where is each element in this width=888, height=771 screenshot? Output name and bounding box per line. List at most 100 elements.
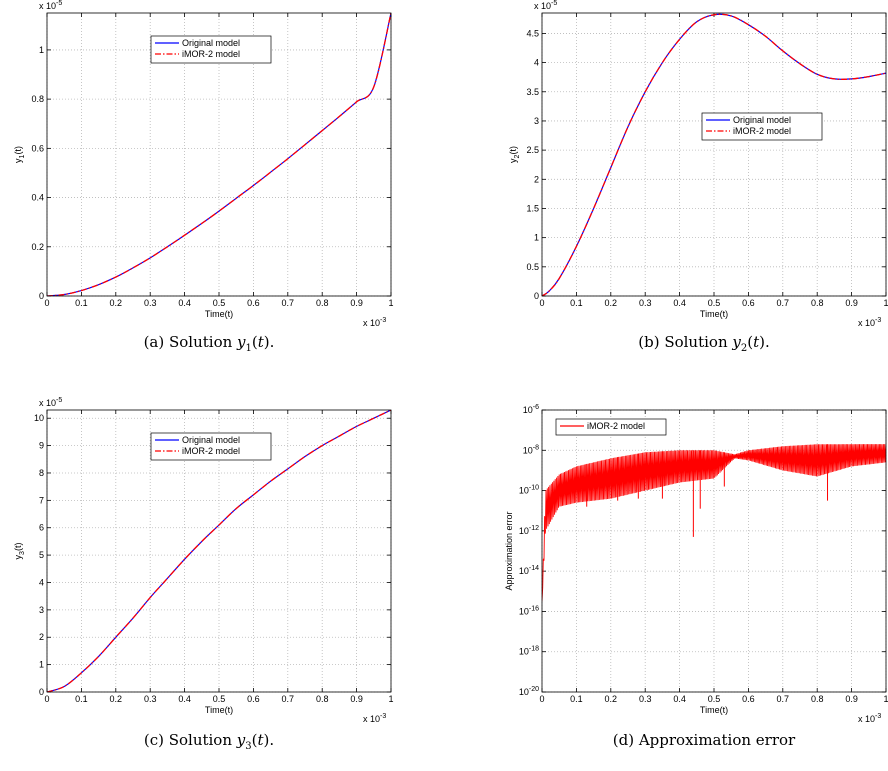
x-axis-multiplier: x 10-3 [363, 713, 386, 724]
y-tick-label: 2 [39, 632, 44, 642]
y-tick-label: 2.5 [526, 145, 539, 155]
series-group [542, 444, 886, 602]
chart-panel-4: 0 0.1 0.2 0.3 0.4 0.5 0.6 0.7 0.8 0.9 1 10-6 10-8 10-… [504, 404, 888, 749]
y-tick-label: 10-18 [519, 646, 539, 657]
y-tick-label: 3 [39, 605, 44, 615]
legend-box [150, 432, 272, 461]
subfigure-caption: (c) Solution y3(t). [144, 731, 274, 752]
chart-panel-1: 0 0.1 0.2 0.3 0.4 0.5 0.6 0.7 0.8 0.9 1 0 0.2 0.4 0.6 0… [13, 0, 394, 354]
y-tick-label: 0 [534, 291, 539, 301]
x-tick-label: 0.7 [282, 298, 295, 308]
y-tick-label: 10 [34, 413, 44, 423]
x-tick-label: 1 [883, 298, 888, 308]
x-tick-label: 1 [388, 298, 393, 308]
y-tick-label: 9 [39, 441, 44, 451]
y-tick-label: 0.4 [31, 193, 44, 203]
legend-label: Original model [182, 38, 240, 48]
x-tick-label: 0.4 [673, 298, 686, 308]
y-tick-label: 1.5 [526, 203, 539, 213]
x-tick-label: 0.2 [605, 694, 618, 704]
series-group [542, 13, 886, 296]
x-tick-label: 0 [44, 694, 49, 704]
x-tick-label: 0.1 [75, 694, 88, 704]
x-tick-label: 0.8 [316, 298, 329, 308]
y-tick-label: 10-8 [523, 444, 539, 455]
x-tick-label: 0.8 [811, 694, 824, 704]
x-tick-label: 0.4 [673, 694, 686, 704]
plot-frame [46, 12, 392, 297]
x-tick-label: 0.1 [75, 298, 88, 308]
plot-frame [541, 12, 887, 297]
y-tick-label: 10-14 [519, 565, 539, 576]
x-tick-label: 0.9 [350, 298, 363, 308]
x-tick-label: 0.9 [350, 694, 363, 704]
y-tick-label: 10-16 [519, 605, 539, 616]
x-tick-label: 1 [883, 694, 888, 704]
legend-box [701, 112, 823, 141]
y-tick-label: 5 [39, 550, 44, 560]
x-tick-label: 0.8 [811, 298, 824, 308]
x-tick-label: 0.2 [110, 298, 123, 308]
legend-box [150, 35, 272, 64]
x-axis-label: Time(t) [700, 705, 728, 715]
plot-frame [46, 409, 392, 693]
y-tick-label: 4 [534, 58, 539, 68]
x-tick-label: 0.6 [742, 694, 755, 704]
y-tick-label: 2 [534, 174, 539, 184]
legend-label: Original model [733, 115, 791, 125]
y-axis-multiplier: x 10-5 [39, 0, 62, 11]
subfigure-caption: (a) Solution y1(t). [144, 333, 275, 354]
y-tick-label: 10-6 [523, 404, 539, 415]
x-tick-label: 0 [44, 298, 49, 308]
x-axis-multiplier: x 10-3 [363, 317, 386, 328]
series-group [47, 410, 391, 692]
y-tick-label: 8 [39, 468, 44, 478]
plot-frame [541, 409, 887, 693]
series-group [47, 13, 391, 296]
chart-panel-3: 0 0.1 0.2 0.3 0.4 0.5 0.6 0.7 0.8 0.9 101234567891… [13, 397, 394, 752]
x-tick-label: 0 [539, 694, 544, 704]
x-tick-label: 0.3 [144, 694, 157, 704]
legend-label: Original model [182, 435, 240, 445]
y-tick-label: 0 [39, 687, 44, 697]
y-tick-label: 6 [39, 523, 44, 533]
x-tick-label: 0.7 [777, 298, 790, 308]
y-axis-multiplier: x 10-5 [534, 0, 557, 11]
y-axis-label: y1(t) [13, 146, 26, 163]
y-tick-label: 10-10 [519, 485, 539, 496]
x-tick-label: 0.5 [708, 694, 721, 704]
x-tick-label: 0.5 [213, 298, 226, 308]
legend-label: iMOR-2 model [182, 49, 240, 59]
x-tick-label: 0.8 [316, 694, 329, 704]
y-tick-label: 0.2 [31, 242, 44, 252]
y-tick-label: 7 [39, 495, 44, 505]
y-tick-label: 1 [534, 233, 539, 243]
y-tick-label: 1 [39, 660, 44, 670]
x-tick-label: 0.1 [570, 298, 583, 308]
x-tick-label: 0.5 [708, 298, 721, 308]
y-axis-label: y3(t) [13, 543, 26, 560]
x-tick-label: 0.3 [639, 298, 652, 308]
x-axis-multiplier: x 10-3 [858, 713, 881, 724]
x-tick-label: 0.2 [110, 694, 123, 704]
x-tick-label: 0.3 [144, 298, 157, 308]
y-tick-label: 0 [39, 291, 44, 301]
y-tick-label: 4.5 [526, 28, 539, 38]
x-tick-label: 0.9 [845, 298, 858, 308]
y-tick-label: 0.8 [31, 94, 44, 104]
x-tick-label: 0.6 [742, 298, 755, 308]
y-tick-label: 10-12 [519, 525, 539, 536]
x-tick-label: 0.6 [247, 298, 260, 308]
y-tick-label: 3 [534, 116, 539, 126]
x-tick-label: 0.7 [777, 694, 790, 704]
y-tick-label: 0.5 [526, 262, 539, 272]
series-line-2 [47, 13, 391, 296]
legend-label: iMOR-2 model [733, 126, 791, 136]
series-line-1 [542, 444, 886, 602]
legend: iMOR-2 model [555, 418, 667, 436]
x-tick-label: 1 [388, 694, 393, 704]
y-tick-label: 10-20 [519, 686, 539, 697]
